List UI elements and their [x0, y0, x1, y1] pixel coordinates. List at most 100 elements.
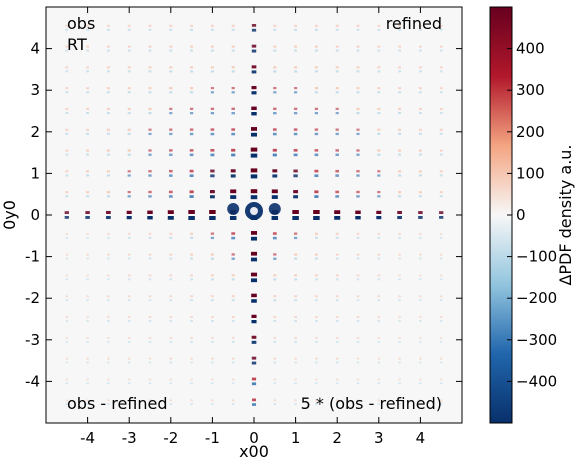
heatmap-cell-positive [250, 127, 258, 131]
heatmap-cell-negative [148, 174, 152, 177]
heatmap-cell-positive [126, 210, 132, 214]
heatmap-cell-negative [335, 153, 339, 156]
heatmap-cell-negative [127, 112, 131, 115]
heatmap-cell-positive [315, 336, 318, 339]
heatmap-cell-positive [294, 336, 297, 339]
heatmap-cell-negative [294, 257, 298, 260]
heatmap-cell-negative [335, 299, 339, 302]
heatmap-cell-negative [336, 382, 339, 385]
heatmap-cell-positive [189, 107, 194, 110]
heatmap-cell-negative [106, 216, 111, 220]
heatmap-cell-positive [273, 378, 277, 381]
heatmap-cell-positive [356, 295, 360, 298]
heatmap-cell-positive [294, 45, 298, 48]
x-axis: -4 -3 -2 -1 0 1 2 3 4 [80, 7, 425, 447]
heatmap-cell-negative [293, 132, 298, 136]
heatmap-cell-positive [169, 336, 173, 339]
y-tick-label: -3 [25, 331, 40, 349]
heatmap-cell-negative [294, 340, 297, 343]
heatmap-cell-negative [315, 361, 318, 364]
heatmap-cell-positive [65, 66, 69, 69]
heatmap-cell-positive [398, 316, 401, 318]
heatmap-cell-negative [190, 49, 194, 52]
heatmap-cell-negative [398, 91, 402, 94]
heatmap-cell-negative [127, 195, 131, 198]
heatmap-cell-negative [335, 28, 339, 31]
heatmap-cell-negative [65, 382, 68, 385]
heatmap-cell-negative [419, 70, 422, 73]
heatmap-cell-negative [418, 216, 423, 219]
heatmap-cell-positive [273, 253, 277, 256]
heatmap-cell-negative [106, 91, 110, 94]
heatmap-cell-positive [377, 274, 381, 277]
heatmap-cell-positive [231, 378, 235, 381]
heatmap-cell-negative [314, 236, 318, 239]
heatmap-cell-negative [377, 153, 381, 156]
heatmap-cell-negative [356, 361, 360, 364]
heatmap-cell-positive [293, 169, 298, 173]
heatmap-cell-negative [377, 49, 381, 52]
heatmap-cell-negative [251, 91, 257, 95]
heatmap-cell-positive [169, 87, 173, 90]
heatmap-cell-negative [189, 132, 194, 136]
heatmap-cell-negative [251, 49, 257, 53]
heatmap-cell-negative [189, 174, 194, 178]
heatmap-cell-negative [210, 153, 215, 157]
heatmap-cell-negative [86, 361, 89, 364]
heatmap-cell-positive [377, 399, 380, 402]
heatmap-cell-positive [86, 274, 89, 277]
heatmap-cell-positive [169, 169, 173, 173]
heatmap-cell-positive [107, 316, 110, 318]
x-tick-label: 1 [291, 429, 301, 447]
heatmap-cell-negative [65, 153, 69, 156]
heatmap-cell-positive [86, 66, 89, 69]
heatmap-cell-negative [377, 236, 381, 239]
heatmap-cell-negative [440, 299, 443, 301]
heatmap-cell-positive [106, 170, 110, 173]
heatmap-cell-negative [398, 299, 401, 302]
heatmap-cell-positive [315, 295, 318, 298]
heatmap-cell-positive [356, 357, 360, 360]
heatmap-cell-negative [439, 91, 443, 94]
heatmap-cell-positive [65, 108, 69, 110]
heatmap-cell-negative [250, 257, 258, 262]
heatmap-cell-positive [230, 189, 237, 194]
heatmap-cell-negative [65, 257, 68, 260]
heatmap-cell-negative [315, 382, 318, 385]
heatmap-cell-positive [294, 357, 297, 360]
heatmap-cell-positive [65, 253, 68, 256]
heatmap-cell-positive [419, 337, 422, 339]
heatmap-cell-negative [398, 132, 402, 135]
heatmap-cell-positive [127, 232, 131, 235]
heatmap-cell-positive [419, 24, 422, 27]
heatmap-cell-negative [398, 195, 402, 198]
heatmap-cell-negative [418, 153, 422, 156]
heatmap-cell-negative [210, 112, 215, 115]
y-tick-label: 3 [30, 81, 40, 99]
heatmap-cell-negative [356, 382, 360, 385]
heatmap-cell-negative [250, 278, 258, 283]
heatmap-cell-positive [377, 190, 381, 194]
heatmap-cell-positive [335, 295, 339, 298]
heatmap-cell-negative [210, 132, 215, 136]
heatmap-cell-negative [398, 278, 401, 281]
heatmap-cell-positive [127, 107, 131, 110]
heatmap-cell-positive [65, 128, 69, 131]
heatmap-cell-negative [293, 236, 298, 240]
heatmap-cell-positive [398, 357, 401, 360]
heatmap-cell-negative [169, 112, 173, 115]
heatmap-cell-negative [419, 320, 422, 322]
heatmap-cell-positive [419, 378, 422, 381]
heatmap-cell-positive [65, 87, 69, 90]
heatmap-cell-negative [65, 70, 69, 73]
heatmap-cell-positive [315, 274, 318, 277]
heatmap-cell-negative [356, 132, 360, 136]
heatmap-cell-negative [251, 112, 257, 116]
heatmap-cell-positive [209, 210, 216, 214]
heatmap-cell-positive [356, 190, 360, 194]
heatmap-cell-negative [65, 28, 69, 31]
heatmap-cell-negative [210, 236, 215, 240]
heatmap-cell-positive [335, 128, 339, 131]
heatmap-cell-negative [169, 132, 173, 136]
heatmap-cell-negative [377, 278, 381, 281]
